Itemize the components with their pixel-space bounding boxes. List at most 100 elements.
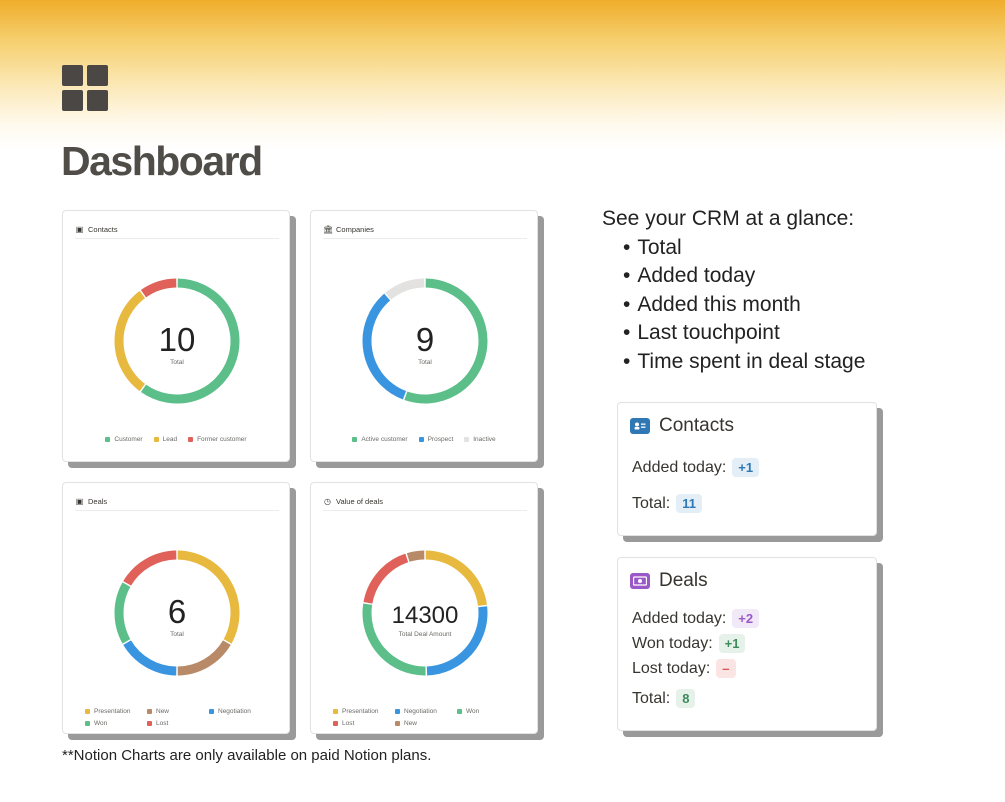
donut-slice-inactive[interactable] bbox=[385, 278, 425, 300]
donut-slice-active-customer[interactable] bbox=[404, 278, 488, 404]
legend-swatch bbox=[457, 709, 462, 714]
legend-swatch bbox=[147, 709, 152, 714]
chart-legend: Active customer Prospect Inactive bbox=[319, 436, 529, 443]
legend-item[interactable]: Active customer bbox=[352, 436, 408, 443]
contact-card-icon: ▣ bbox=[75, 225, 84, 234]
won-today-label: Won today: bbox=[632, 634, 713, 652]
money-icon bbox=[630, 573, 650, 589]
lost-today-row: Lost today: – bbox=[632, 659, 736, 678]
donut-slice-new[interactable] bbox=[406, 550, 425, 562]
chart-legend: Presentation New Negotiation Won Lost bbox=[71, 708, 281, 727]
legend-item[interactable]: New bbox=[395, 720, 453, 727]
chart-card-companies[interactable]: 🏛 Companies 9 Total Active customer Prospe… bbox=[310, 210, 538, 462]
donut-slice-negotiation[interactable] bbox=[426, 606, 488, 676]
feature-item: Time spent in deal stage bbox=[623, 348, 865, 377]
legend-swatch bbox=[188, 437, 194, 442]
center-label: Total bbox=[418, 359, 432, 366]
donut-slice-lost[interactable] bbox=[363, 553, 409, 604]
legend-item[interactable]: Customer bbox=[105, 436, 143, 443]
page-title: Dashboard bbox=[61, 138, 263, 184]
legend-item[interactable]: Negotiation bbox=[209, 708, 267, 715]
added-today-label: Added today: bbox=[632, 609, 727, 627]
legend-label: Lead bbox=[162, 436, 178, 443]
legend-label: Won bbox=[466, 708, 480, 715]
donut-chart: 14300 Total Deal Amount bbox=[362, 550, 488, 676]
clock-icon: ◷ bbox=[324, 497, 331, 506]
chart-title: Companies bbox=[336, 225, 374, 234]
lost-today-badge: – bbox=[716, 659, 736, 678]
footnote: **Notion Charts are only available on pa… bbox=[62, 747, 432, 764]
grid-icon bbox=[62, 65, 108, 111]
chart-header: ▣ Deals bbox=[75, 493, 279, 511]
legend-swatch bbox=[85, 709, 90, 714]
center-value: 14300 bbox=[392, 602, 459, 629]
added-today-badge: +1 bbox=[732, 458, 760, 477]
feature-item: Added this month bbox=[623, 291, 865, 320]
legend-label: Lost bbox=[156, 720, 169, 727]
legend-item[interactable]: Inactive bbox=[464, 436, 496, 443]
chart-header: ▣ Contacts bbox=[75, 221, 279, 239]
legend-swatch bbox=[147, 721, 152, 726]
features-list: See your CRM at a glance: Total Added to… bbox=[602, 205, 865, 376]
legend-item[interactable]: Won bbox=[457, 708, 515, 715]
chart-title: Deals bbox=[88, 497, 108, 506]
chart-header: ◷ Value of deals bbox=[323, 493, 527, 511]
deals-stat-card[interactable]: Deals Added today: +2 Won today: +1 Lost… bbox=[617, 557, 877, 731]
donut-slice-presentation[interactable] bbox=[177, 550, 240, 644]
donut-slice-customer[interactable] bbox=[140, 278, 240, 404]
chart-legend: Presentation Negotiation Won Lost New bbox=[319, 708, 529, 727]
legend-item[interactable]: Presentation bbox=[333, 708, 391, 715]
legend-label: Won bbox=[94, 720, 108, 727]
donut-slice-new[interactable] bbox=[177, 640, 231, 676]
chart-title: Contacts bbox=[88, 225, 118, 234]
legend-item[interactable]: Lost bbox=[147, 720, 205, 727]
donut-slice-won[interactable] bbox=[114, 582, 131, 644]
center-value: 9 bbox=[416, 321, 434, 358]
donut-slice-lead[interactable] bbox=[114, 290, 146, 392]
feature-item: Last touchpoint bbox=[623, 319, 865, 348]
chart-title: Value of deals bbox=[336, 497, 383, 506]
legend-swatch bbox=[333, 721, 338, 726]
won-today-badge: +1 bbox=[718, 634, 746, 653]
contacts-card-title: Contacts bbox=[630, 415, 734, 437]
legend-label: New bbox=[156, 708, 170, 715]
donut-slice-former-customer[interactable] bbox=[140, 278, 177, 298]
feature-item: Added today bbox=[623, 262, 865, 291]
total-badge: 11 bbox=[676, 494, 702, 513]
legend-item[interactable]: Negotiation bbox=[395, 708, 453, 715]
donut-slice-negotiation[interactable] bbox=[123, 640, 177, 676]
donut-slice-lost[interactable] bbox=[123, 550, 177, 586]
total-badge: 8 bbox=[676, 689, 696, 708]
legend-item[interactable]: Prospect bbox=[418, 436, 453, 443]
donut-slice-presentation[interactable] bbox=[425, 550, 487, 607]
chart-card-deals[interactable]: ▣ Deals 6 Total Presentation New Negotiatio… bbox=[62, 482, 290, 734]
donut-slice-prospect[interactable] bbox=[362, 293, 407, 400]
legend-label: Negotiation bbox=[218, 708, 251, 715]
legend-item[interactable]: Former customer bbox=[188, 436, 247, 443]
legend-item[interactable]: Lead bbox=[153, 436, 178, 443]
total-label: Total: bbox=[632, 689, 671, 707]
legend-label: Inactive bbox=[473, 436, 496, 443]
legend-label: New bbox=[404, 720, 418, 727]
legend-item[interactable]: Presentation bbox=[85, 708, 143, 715]
total-row: Total: 8 bbox=[632, 689, 696, 708]
chart-card-value-of-deals[interactable]: ◷ Value of deals 14300 Total Deal Amount … bbox=[310, 482, 538, 734]
money-icon: ▣ bbox=[75, 497, 84, 506]
feature-item: Total bbox=[623, 234, 865, 263]
bank-icon: 🏛 bbox=[323, 225, 334, 234]
chart-card-contacts[interactable]: ▣ Contacts 10 Total Customer Lead Former cu… bbox=[62, 210, 290, 462]
legend-label: Former customer bbox=[197, 436, 247, 443]
donut-slice-won[interactable] bbox=[362, 603, 426, 676]
center-value: 6 bbox=[168, 593, 186, 630]
center-label: Total Deal Amount bbox=[399, 631, 452, 638]
legend-label: Customer bbox=[114, 436, 143, 443]
legend-swatch bbox=[333, 709, 338, 714]
added-today-row: Added today: +1 bbox=[632, 458, 760, 477]
contacts-stat-card[interactable]: Contacts Added today: +1 Total: 11 bbox=[617, 402, 877, 536]
legend-item[interactable]: Lost bbox=[333, 720, 391, 727]
legend-item[interactable]: Won bbox=[85, 720, 143, 727]
legend-item[interactable]: New bbox=[147, 708, 205, 715]
